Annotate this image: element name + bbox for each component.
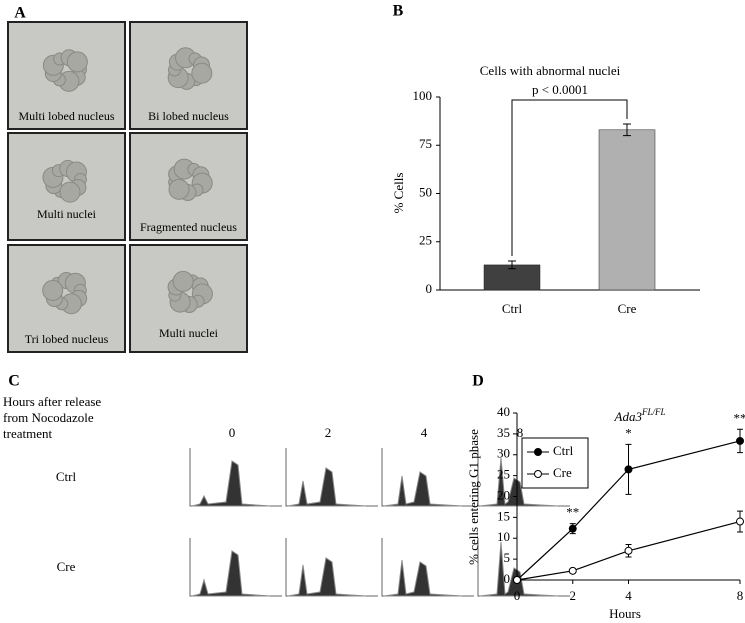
caption: Tri lobed nucleus (25, 332, 109, 346)
histogram (287, 467, 367, 507)
caption: Multi nuclei (159, 326, 219, 340)
y-tick-label: 0 (426, 281, 433, 296)
panel-label: A (14, 5, 26, 22)
y-tick-label: 75 (419, 136, 432, 151)
point (736, 517, 744, 526)
row-label: Cre (57, 559, 76, 574)
panel-label: D (472, 373, 484, 390)
y-axis-label: % cells entering G1 phase (466, 429, 481, 565)
header-line: from Nocodazole (3, 410, 94, 425)
y-tick-label: 25 (419, 233, 432, 248)
nucleus-blob (66, 51, 88, 73)
row-label: Ctrl (56, 469, 77, 484)
series-line (516, 520, 741, 581)
histogram (383, 559, 463, 597)
point (624, 546, 633, 555)
histogram (383, 471, 463, 507)
nucleus-blob (59, 181, 81, 203)
point (568, 566, 577, 575)
point (736, 436, 744, 445)
error-bar (623, 123, 631, 137)
column-label: 0 (229, 425, 236, 440)
column-label: 4 (421, 425, 428, 440)
x-tick-label: Cre (618, 301, 637, 316)
title-superscript: FL/FL (641, 407, 666, 417)
panel-label: B (393, 3, 404, 20)
legend-marker (534, 448, 542, 456)
y-tick-label: 30 (497, 446, 510, 461)
y-tick-label: 50 (419, 184, 432, 199)
histogram (287, 557, 367, 597)
column-label: 8 (517, 425, 524, 440)
legend-marker (534, 470, 542, 478)
legend-box (521, 437, 589, 489)
histogram (191, 550, 271, 597)
y-tick-label: 0 (504, 571, 511, 586)
y-tick-label: 100 (413, 88, 433, 103)
caption: Multi nuclei (37, 207, 97, 221)
chart-title: Cells with abnormal nuclei (480, 63, 621, 78)
x-tick-label: 2 (570, 588, 577, 603)
annotation: p < 0.0001 (532, 82, 588, 97)
histogram (479, 457, 559, 507)
y-tick-label: 25 (497, 467, 510, 482)
significance-mark: * (625, 425, 632, 440)
nucleus-blob (172, 270, 194, 292)
caption: Fragmented nucleus (140, 220, 237, 234)
header-line: Hours after release (3, 394, 101, 409)
y-tick-label: 35 (497, 425, 510, 440)
title-main: Ada3 (614, 409, 643, 424)
x-axis-label: Hours (609, 606, 641, 621)
x-tick-label: 0 (514, 588, 521, 603)
point (624, 465, 633, 474)
significance-mark: ** (734, 410, 745, 425)
y-tick-label: 5 (504, 550, 511, 565)
bar (598, 129, 656, 291)
series-line (516, 440, 741, 581)
histogram-frame (477, 538, 570, 597)
histogram (191, 460, 271, 507)
column-label: 2 (325, 425, 332, 440)
nucleus-blob (42, 279, 64, 301)
x-tick-label: 8 (737, 588, 744, 603)
y-tick-label: 10 (497, 529, 510, 544)
error-bar (508, 260, 516, 270)
x-tick-label: Ctrl (502, 301, 523, 316)
point (568, 524, 577, 533)
significance-bracket (511, 99, 628, 257)
legend-label: Ctrl (553, 443, 574, 458)
y-axis-label: % Cells (391, 173, 406, 214)
histogram (479, 541, 559, 597)
nucleus-blob (191, 62, 213, 84)
caption: Multi lobed nucleus (19, 109, 115, 123)
header-line: treatment (3, 426, 52, 441)
y-tick-label: 15 (497, 508, 510, 523)
chart-title: Ada3FL/FL (614, 407, 666, 424)
caption: Bi lobed nucleus (148, 109, 229, 123)
y-tick-label: 20 (497, 487, 510, 502)
panel-label: C (8, 373, 20, 390)
nucleus-blob (168, 178, 190, 200)
significance-mark: ** (566, 505, 579, 520)
legend-label: Cre (553, 465, 572, 480)
point (513, 576, 521, 584)
x-tick-label: 4 (625, 588, 632, 603)
y-tick-label: 40 (497, 404, 510, 419)
